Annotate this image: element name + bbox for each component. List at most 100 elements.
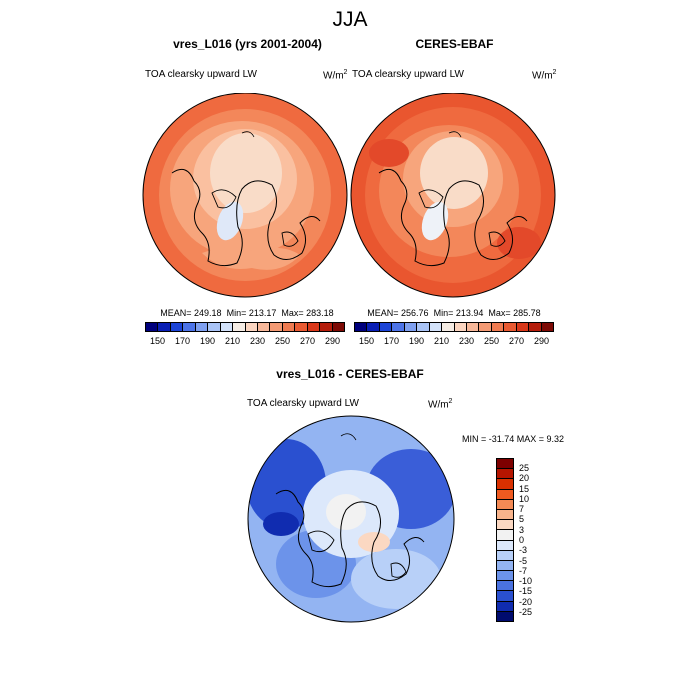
model-units-label: W/m2 (323, 69, 348, 82)
diff-colorbar-tick-label: 3 (519, 524, 525, 535)
diff-minmax: MIN = -31.74 MAX = 9.32 (462, 434, 565, 444)
diff-colorbar-swatch (497, 520, 513, 531)
model-colorbar-swatch (320, 323, 333, 331)
model-colorbar-tick-label: 150 (149, 336, 166, 346)
diff-colorbar-tick-label: -10 (519, 576, 533, 587)
diff-colorbar-swatch (497, 601, 513, 612)
diff-colorbar-swatch (497, 611, 513, 621)
diff-colorbar-swatch (497, 550, 513, 561)
obs-colorbar-swatch (491, 323, 505, 331)
obs-polar-map (350, 93, 556, 298)
model-colorbar-swatch (233, 323, 246, 331)
model-colorbar (145, 322, 345, 332)
diff-panel-title: vres_L016 - CERES-EBAF (276, 367, 424, 381)
obs-colorbar-swatch (529, 323, 542, 331)
diff-colorbar-labels: 25 20 15 10 7 5 3 0 -3 -5 -7 -10 -15 -20 -25 (519, 463, 532, 617)
obs-colorbar-swatch (417, 323, 430, 331)
model-colorbar-swatch (208, 323, 221, 331)
diff-colorbar-tick-label: 10 (519, 493, 530, 504)
diff-colorbar-tick-label: -15 (519, 586, 533, 597)
diff-colorbar-swatch (497, 469, 513, 480)
obs-colorbar-swatch (442, 323, 455, 331)
obs-colorbar-swatch (379, 323, 393, 331)
diff-colorbar-swatch (497, 560, 513, 572)
model-colorbar-swatch (282, 323, 296, 331)
obs-colorbar-tick-label: 170 (383, 336, 400, 346)
diff-colorbar-tick-label: 25 (519, 463, 530, 474)
obs-colorbar-swatch (404, 323, 418, 331)
obs-colorbar-tick-label: 250 (483, 336, 500, 346)
model-colorbar-swatch (158, 323, 171, 331)
obs-colorbar-swatch (479, 323, 492, 331)
model-colorbar-tick-label: 250 (274, 336, 291, 346)
obs-colorbar-swatch (392, 323, 405, 331)
obs-colorbar-swatch (466, 323, 480, 331)
diff-colorbar-tick-label: -20 (519, 596, 533, 607)
diff-colorbar-tick-label: 0 (519, 534, 525, 545)
model-colorbar-swatch (245, 323, 258, 331)
diff-colorbar-tick-label: -5 (519, 555, 528, 566)
diff-colorbar-tick-label: -7 (519, 565, 528, 576)
model-colorbar-tick-label: 270 (299, 336, 316, 346)
diff-colorbar-tick-label: 5 (519, 514, 525, 525)
figure-title: JJA (332, 8, 368, 31)
model-colorbar-swatch (307, 323, 321, 331)
diff-polar-map (247, 415, 455, 623)
obs-colorbar-swatch (504, 323, 517, 331)
model-panel-title: vres_L016 (yrs 2001-2004) (173, 37, 322, 51)
diff-colorbar-swatch (497, 581, 513, 592)
diff-colorbar-swatch (497, 530, 513, 541)
diff-variable-label: TOA clearsky upward LW (247, 398, 359, 409)
diff-colorbar-swatch (497, 571, 513, 582)
obs-stats: MEAN= 256.76 Min= 213.94 Max= 285.78 (367, 308, 541, 318)
diff-colorbar-tick-label: 15 (519, 483, 530, 494)
model-colorbar-tick-label: 230 (249, 336, 266, 346)
model-variable-label: TOA clearsky upward LW (145, 69, 257, 80)
model-colorbar-swatch (332, 323, 344, 331)
obs-colorbar-tick-label: 150 (358, 336, 375, 346)
obs-colorbar-labels: 150 170 190 210 230 250 270 290 (354, 336, 554, 346)
diff-colorbar-swatch (497, 499, 513, 510)
obs-colorbar-swatch (429, 323, 443, 331)
diff-colorbar (496, 458, 514, 622)
diff-colorbar-tick-label: 7 (519, 504, 525, 515)
obs-colorbar-tick-label: 210 (433, 336, 450, 346)
diff-colorbar-tick-label: -3 (519, 545, 528, 556)
model-colorbar-tick-label: 210 (224, 336, 241, 346)
model-colorbar-tick-label: 190 (199, 336, 216, 346)
model-colorbar-swatch (257, 323, 271, 331)
model-colorbar-labels: 150 170 190 210 230 250 270 290 (145, 336, 345, 346)
obs-units-label: W/m2 (532, 69, 557, 82)
obs-colorbar-swatch (355, 323, 368, 331)
model-colorbar-swatch (195, 323, 209, 331)
model-colorbar-swatch (146, 323, 159, 331)
diff-colorbar-swatch (497, 540, 513, 551)
diff-colorbar-swatch (497, 489, 513, 500)
obs-colorbar-swatch (516, 323, 530, 331)
model-stats: MEAN= 249.18 Min= 213.17 Max= 283.18 (160, 308, 334, 318)
model-colorbar-swatch (270, 323, 283, 331)
diff-colorbar-swatch (497, 479, 513, 490)
model-colorbar-tick-label: 170 (174, 336, 191, 346)
obs-colorbar-tick-label: 230 (458, 336, 475, 346)
diff-colorbar-swatch (497, 459, 513, 470)
diff-colorbar-swatch (497, 509, 513, 521)
obs-colorbar-tick-label: 270 (508, 336, 525, 346)
obs-colorbar-swatch (367, 323, 380, 331)
diff-colorbar-swatch (497, 591, 513, 602)
diff-units-label: W/m2 (428, 398, 453, 411)
obs-colorbar-swatch (454, 323, 467, 331)
obs-colorbar-tick-label: 290 (533, 336, 550, 346)
obs-colorbar (354, 322, 554, 332)
obs-panel-title: CERES-EBAF (415, 37, 494, 51)
diff-colorbar-tick-label: -25 (519, 606, 533, 617)
model-colorbar-swatch (170, 323, 184, 331)
model-colorbar-swatch (220, 323, 234, 331)
diff-colorbar-tick-label: 20 (519, 473, 530, 484)
obs-variable-label: TOA clearsky upward LW (352, 69, 464, 80)
obs-colorbar-tick-label: 190 (408, 336, 425, 346)
model-polar-map (142, 93, 348, 298)
model-colorbar-swatch (295, 323, 308, 331)
model-colorbar-tick-label: 290 (324, 336, 341, 346)
obs-colorbar-swatch (541, 323, 553, 331)
